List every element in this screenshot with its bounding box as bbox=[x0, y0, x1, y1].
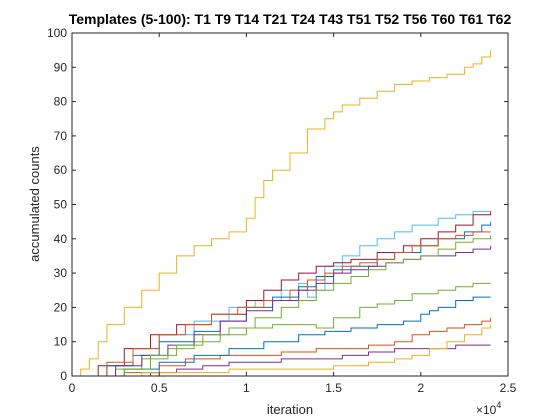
x-tick-label: 2 bbox=[417, 381, 424, 395]
y-tick-label: 100 bbox=[47, 26, 67, 40]
y-tick-label: 0 bbox=[60, 369, 67, 383]
chart-title: Templates (5-100): T1 T9 T14 T21 T24 T43… bbox=[69, 11, 512, 27]
y-tick-label: 80 bbox=[54, 95, 68, 109]
x-tick-label: 2.5 bbox=[500, 381, 517, 395]
plot-area bbox=[72, 33, 508, 376]
series-line-7 bbox=[72, 344, 491, 377]
y-tick-label: 20 bbox=[54, 300, 68, 314]
y-tick-label: 90 bbox=[54, 60, 68, 74]
x-tick-label: 1.5 bbox=[325, 381, 342, 395]
series-line-9 bbox=[72, 324, 492, 377]
y-tick-label: 70 bbox=[54, 129, 68, 143]
x-exponent-base: ×10 bbox=[476, 403, 497, 417]
y-tick-label: 10 bbox=[54, 335, 68, 349]
series-layer bbox=[72, 50, 492, 377]
series-line-8 bbox=[72, 296, 491, 377]
series-line-10 bbox=[72, 231, 491, 377]
x-tick-label: 0.5 bbox=[151, 381, 168, 395]
x-axis-exponent-label: ×104 bbox=[476, 400, 501, 417]
series-line-6 bbox=[72, 317, 492, 377]
y-tick-label: 60 bbox=[54, 163, 68, 177]
x-tick-label: 0 bbox=[69, 381, 76, 395]
tick-layer: 0 0.5 1 1.5 2 2.5 0 10 20 30 40 50 60 70 80 90 100 bbox=[47, 26, 517, 395]
y-tick-label: 30 bbox=[54, 266, 68, 280]
y-axis-label: accumulated counts bbox=[27, 146, 42, 262]
x-axis-label: iteration bbox=[267, 402, 313, 417]
x-exponent-power: 4 bbox=[496, 400, 501, 410]
y-tick-label: 40 bbox=[54, 232, 68, 246]
series-line-12 bbox=[72, 235, 492, 377]
y-tick-label: 50 bbox=[54, 198, 68, 212]
x-tick-label: 1 bbox=[243, 381, 250, 395]
series-line-1 bbox=[72, 50, 492, 377]
